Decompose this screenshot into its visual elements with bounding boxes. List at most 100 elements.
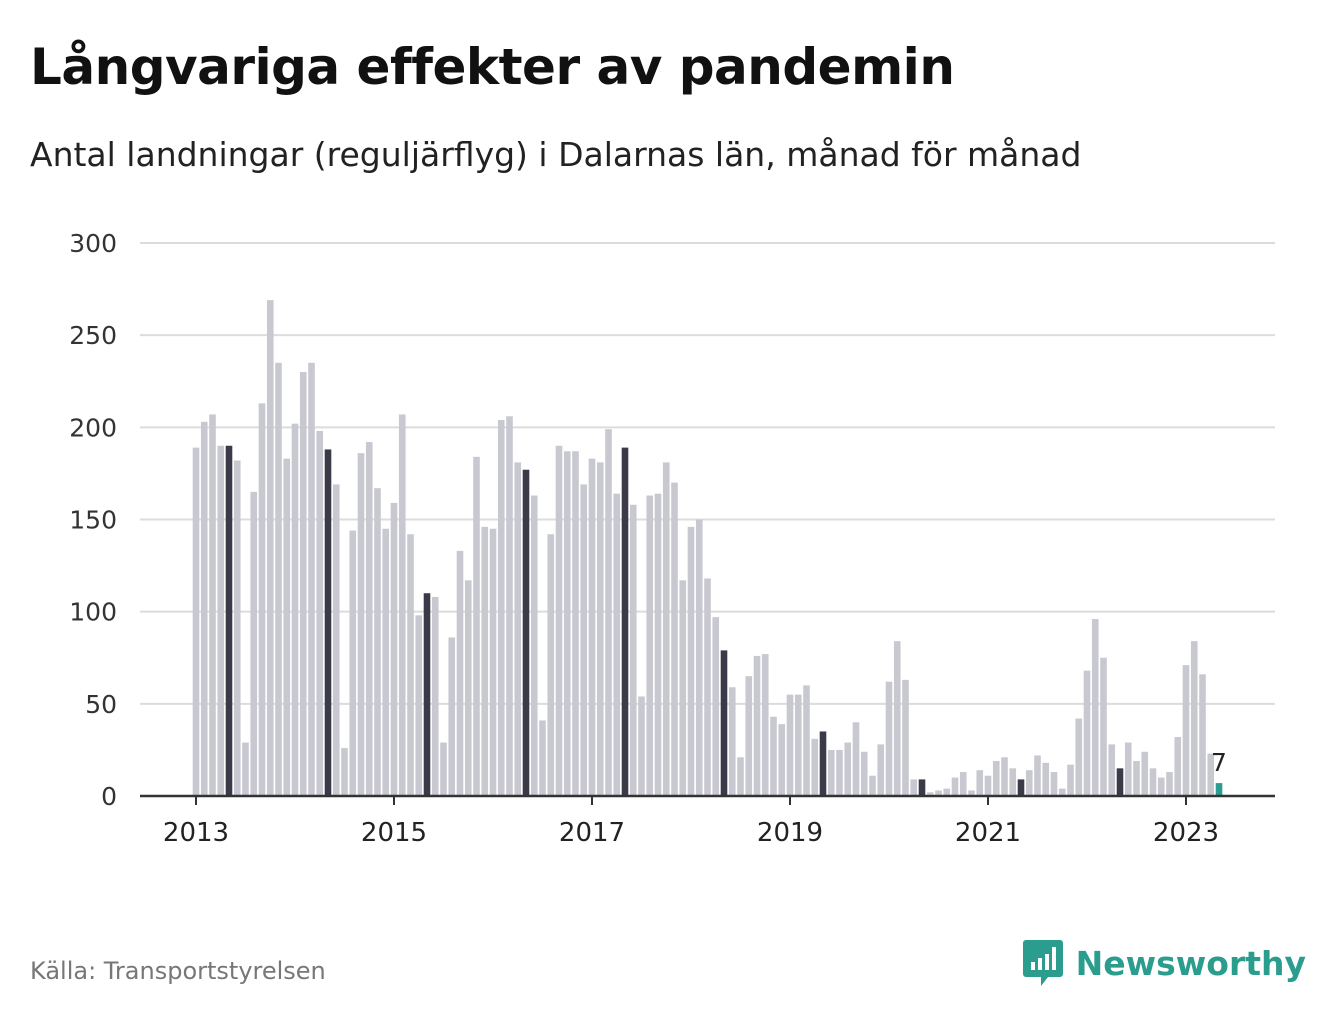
latest-value-label: 7 — [1211, 748, 1227, 777]
bar — [638, 696, 645, 796]
bar — [415, 615, 423, 796]
source-note: Källa: Transportstyrelsen — [30, 957, 326, 985]
bar — [580, 484, 588, 796]
bar — [893, 641, 901, 796]
bar — [902, 679, 909, 796]
gridlines: 0 50 100 150 200 250 300 — [69, 229, 1275, 811]
bar — [951, 777, 959, 796]
bar — [299, 372, 307, 796]
newsworthy-logo-icon — [1022, 940, 1063, 986]
bar — [448, 637, 456, 796]
bar — [316, 431, 324, 796]
bar — [365, 442, 373, 796]
bar — [250, 491, 258, 796]
bar — [1034, 755, 1041, 796]
bar — [687, 526, 695, 796]
brand-logo[interactable]: Newsworthy — [1022, 938, 1306, 988]
bar — [266, 300, 274, 796]
bar — [242, 742, 249, 796]
bar — [200, 421, 208, 796]
bar — [1091, 619, 1099, 796]
bar — [1017, 779, 1025, 796]
bar — [1157, 777, 1165, 796]
bar — [1058, 788, 1066, 796]
bar — [464, 580, 472, 796]
bar — [654, 493, 662, 796]
bar — [1182, 665, 1190, 796]
bar — [885, 681, 893, 796]
bar — [819, 731, 827, 796]
bar — [258, 403, 266, 796]
y-tick-label: 300 — [69, 229, 117, 258]
bar — [539, 720, 546, 796]
bar — [869, 775, 876, 796]
y-tick-label: 250 — [69, 321, 117, 350]
bar — [473, 456, 480, 796]
bar — [745, 676, 753, 796]
x-tick-label: 2019 — [757, 818, 823, 848]
bar — [382, 528, 390, 796]
bar — [1124, 742, 1132, 796]
bar — [233, 460, 241, 796]
bar — [695, 519, 703, 796]
bar — [1050, 772, 1058, 796]
y-tick-label: 150 — [69, 506, 117, 535]
bar — [530, 495, 538, 796]
bar — [918, 779, 926, 796]
bar — [827, 749, 835, 796]
bar — [720, 650, 728, 796]
bar — [563, 451, 571, 796]
bar — [836, 749, 843, 796]
bar — [1190, 641, 1198, 796]
bar — [489, 528, 497, 796]
bar — [423, 593, 431, 796]
bar — [737, 757, 744, 796]
bar — [671, 482, 678, 796]
bar — [1042, 762, 1050, 796]
bar — [712, 617, 720, 796]
bar — [341, 748, 348, 796]
bar — [778, 724, 786, 796]
bar — [877, 744, 885, 796]
bar — [1025, 770, 1033, 796]
bar — [1174, 737, 1182, 796]
bar — [555, 445, 563, 796]
bar — [679, 580, 687, 796]
bar — [596, 462, 604, 796]
bar — [662, 462, 670, 796]
bar — [786, 694, 794, 796]
bar — [192, 447, 200, 796]
x-tick-label: 2015 — [361, 818, 427, 848]
bar — [646, 495, 654, 796]
bar — [456, 550, 464, 796]
bar — [1207, 753, 1215, 796]
bar — [770, 716, 777, 796]
bar — [1083, 670, 1091, 796]
bar — [374, 488, 381, 796]
bar — [852, 722, 860, 796]
bar — [283, 458, 291, 796]
bar — [407, 534, 414, 796]
bar — [621, 447, 629, 796]
x-tick-label: 2013 — [163, 818, 229, 848]
bar — [629, 504, 637, 796]
bar — [968, 790, 975, 796]
bar — [209, 414, 216, 796]
bar — [308, 362, 315, 796]
bar — [984, 775, 992, 796]
y-tick-label: 100 — [69, 598, 117, 627]
bar — [1108, 744, 1116, 796]
bar — [1215, 783, 1223, 796]
bar — [1149, 768, 1157, 796]
bar — [547, 534, 555, 796]
bar — [332, 484, 340, 796]
bar — [992, 760, 1000, 796]
bar — [1166, 772, 1173, 796]
x-tick-label: 2023 — [1153, 818, 1219, 848]
bar — [1141, 751, 1149, 796]
bar — [1199, 674, 1206, 796]
bar — [1133, 760, 1140, 796]
bar — [357, 453, 365, 796]
bar — [926, 792, 934, 796]
chart-subtitle: Antal landningar (reguljärflyg) i Dalarn… — [30, 135, 1082, 174]
